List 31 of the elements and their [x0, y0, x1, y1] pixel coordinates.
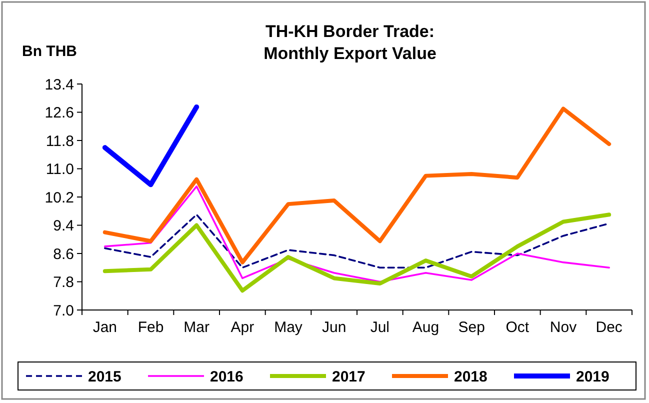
legend-label: 2018 [454, 368, 488, 386]
line-series [102, 106, 612, 264]
legend-label: 2016 [210, 368, 244, 386]
line-series [104, 186, 610, 283]
legend-label: 2015 [88, 368, 122, 386]
x-tick-label: Oct [506, 319, 530, 336]
x-tick-label: May [274, 319, 303, 336]
x-tick-label: Aug [412, 319, 440, 336]
x-tick-label: Jul [370, 319, 390, 336]
x-tick-label: Mar [184, 319, 210, 336]
line-series [102, 212, 612, 293]
x-tick-label: Jun [322, 319, 346, 336]
legend-label: 2019 [576, 368, 610, 386]
y-tick-label: 9.4 [53, 218, 74, 234]
x-tick-label: Apr [230, 319, 254, 336]
y-tick-label: 11.8 [46, 132, 74, 150]
x-tick-label: Nov [550, 319, 578, 336]
y-tick-label: 7.0 [53, 302, 74, 320]
x-tick-label: Feb [138, 319, 164, 336]
legend-label: 2017 [332, 368, 366, 386]
y-tick-label: 8.6 [53, 246, 74, 263]
y-tick-label: 7.8 [53, 274, 74, 291]
x-tick-label: Jan [92, 319, 118, 336]
y-tick-label: 13.4 [44, 76, 74, 94]
x-tick-label: Sep [458, 319, 485, 336]
x-tick-label: Dec [596, 319, 623, 336]
y-tick-label: 10.2 [44, 189, 74, 206]
chart-title: TH-KH Border Trade: Monthly Export Value [264, 22, 436, 63]
y-tick-label: 11.0 [46, 161, 74, 178]
y-axis-title: Bn THB [22, 43, 78, 60]
y-tick-label: 12.6 [44, 104, 74, 122]
